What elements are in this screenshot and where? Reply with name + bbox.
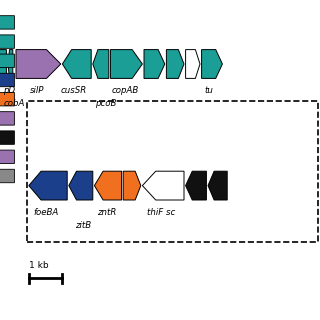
Polygon shape	[16, 50, 61, 78]
Polygon shape	[0, 92, 14, 106]
Polygon shape	[94, 171, 122, 200]
Text: silP: silP	[29, 86, 44, 95]
Text: zitB: zitB	[75, 221, 91, 230]
Text: cusSR: cusSR	[60, 86, 87, 95]
Bar	[27, 101, 318, 242]
Polygon shape	[186, 171, 206, 200]
Polygon shape	[142, 171, 184, 200]
Polygon shape	[0, 35, 14, 48]
Text: pD: pD	[3, 86, 15, 95]
Polygon shape	[0, 150, 14, 164]
Polygon shape	[93, 50, 109, 78]
Polygon shape	[29, 171, 67, 200]
Text: copAB: copAB	[111, 86, 139, 95]
Text: zntR: zntR	[98, 208, 117, 217]
Polygon shape	[166, 50, 184, 78]
Polygon shape	[8, 50, 13, 78]
Polygon shape	[202, 50, 222, 78]
Text: thiF sc: thiF sc	[148, 208, 176, 217]
Polygon shape	[69, 171, 93, 200]
Polygon shape	[144, 50, 165, 78]
Polygon shape	[0, 73, 14, 87]
Text: foeBA: foeBA	[34, 208, 59, 217]
Text: pcoB: pcoB	[95, 99, 116, 108]
Polygon shape	[208, 171, 227, 200]
Polygon shape	[0, 131, 14, 144]
Polygon shape	[0, 54, 14, 68]
Polygon shape	[0, 50, 6, 78]
Polygon shape	[0, 169, 14, 183]
Polygon shape	[62, 50, 91, 78]
Text: 1 kb: 1 kb	[29, 261, 48, 270]
Polygon shape	[0, 112, 14, 125]
Polygon shape	[186, 50, 200, 78]
Polygon shape	[123, 171, 141, 200]
Text: cobA: cobA	[3, 99, 25, 108]
Polygon shape	[0, 16, 14, 29]
Polygon shape	[110, 50, 142, 78]
Text: tu: tu	[205, 86, 214, 95]
